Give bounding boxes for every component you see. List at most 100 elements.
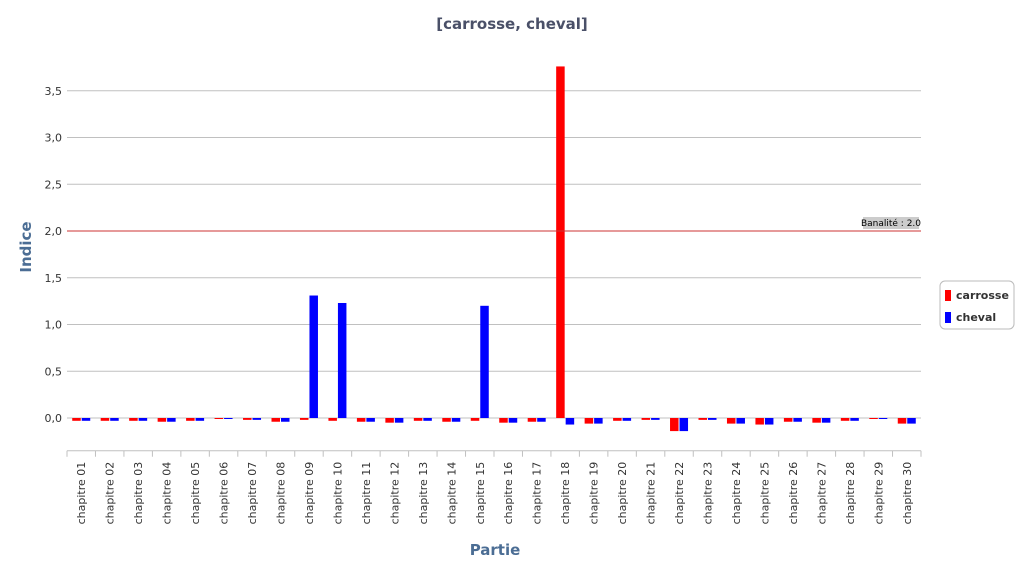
bar-carrosse-27[interactable] — [812, 418, 821, 423]
bar-carrosse-8[interactable] — [271, 418, 281, 422]
y-tick-label: 3,5 — [45, 85, 63, 98]
bar-carrosse-10[interactable] — [328, 418, 337, 421]
bar-carrosse-12[interactable] — [385, 418, 394, 423]
x-axis: chapitre 01 chapitre 02 chapitre 03 chapitr… — [66, 450, 922, 525]
bar-carrosse-19[interactable] — [584, 418, 594, 424]
bar-cheval-7[interactable] — [252, 418, 262, 420]
x-tick-label: chapitre 28 — [844, 462, 857, 525]
y-tick-label: 2,0 — [45, 225, 63, 238]
y-tick-label: 2,5 — [45, 178, 63, 191]
bar-cheval-21[interactable] — [651, 418, 660, 420]
bar-carrosse-24[interactable] — [726, 418, 736, 424]
y-tick-label: 1,0 — [45, 319, 63, 332]
bar-cheval-12[interactable] — [394, 418, 404, 423]
bar-cheval-19[interactable] — [594, 418, 603, 424]
bar-cheval-2[interactable] — [110, 418, 119, 421]
bar-carrosse-15[interactable] — [470, 418, 480, 421]
x-tick-label: chapitre 22 — [673, 462, 686, 525]
bar-cheval-28[interactable] — [850, 418, 859, 421]
bar-carrosse-3[interactable] — [129, 418, 138, 421]
bar-cheval-6[interactable] — [224, 418, 233, 419]
legend-box — [939, 280, 1015, 330]
bar-cheval-10[interactable] — [337, 302, 347, 418]
bar-carrosse-25[interactable] — [755, 418, 764, 425]
bar-cheval-4[interactable] — [167, 418, 176, 422]
bar-cheval-26[interactable] — [793, 418, 802, 422]
bar-carrosse-18[interactable] — [556, 66, 565, 418]
x-tick-label: chapitre 25 — [758, 462, 771, 525]
reference-label-bg — [863, 217, 919, 229]
bar-cheval-9[interactable] — [309, 295, 318, 418]
reference-line-label: Banalité : 2.0 — [861, 218, 921, 229]
bar-carrosse-6[interactable] — [214, 418, 224, 419]
x-tick-label: chapitre 11 — [360, 462, 373, 525]
bar-carrosse-26[interactable] — [783, 418, 793, 422]
x-tick-label: chapitre 23 — [702, 462, 715, 525]
bar-cheval-11[interactable] — [366, 418, 375, 422]
bar-cheval-29[interactable] — [878, 418, 888, 419]
bar-cheval-24[interactable] — [736, 418, 745, 424]
bar-carrosse-22[interactable] — [670, 418, 679, 432]
bar-carrosse-21[interactable] — [641, 418, 651, 420]
x-tick-label: chapitre 02 — [104, 462, 117, 525]
bar-cheval-14[interactable] — [451, 418, 461, 422]
y-tick-label: 0,5 — [45, 365, 63, 378]
bar-cheval-5[interactable] — [195, 418, 205, 421]
bar-cheval-8[interactable] — [281, 418, 290, 422]
y-axis-ticks: 0,0 0,5 1,0 1,5 2,0 2,5 3,0 3,5 — [45, 85, 63, 425]
bar-cheval-3[interactable] — [138, 418, 148, 421]
y-tick-label: 1,5 — [45, 272, 63, 285]
x-tick-label: chapitre 04 — [161, 462, 174, 525]
x-axis-title: Partie — [470, 541, 521, 559]
bar-carrosse-23[interactable] — [698, 418, 708, 420]
bar-carrosse-28[interactable] — [840, 418, 850, 421]
x-tick-label: chapitre 03 — [132, 462, 145, 525]
bar-cheval-20[interactable] — [622, 418, 632, 421]
legend-label-cheval[interactable]: cheval — [956, 311, 996, 324]
bar-cheval-15[interactable] — [480, 305, 489, 418]
x-tick-label: chapitre 15 — [474, 462, 487, 525]
bar-carrosse-1[interactable] — [72, 418, 81, 421]
x-tick-label: chapitre 27 — [815, 462, 828, 525]
x-tick-label: chapitre 19 — [588, 462, 601, 525]
legend-swatch-cheval[interactable] — [945, 312, 951, 323]
x-tick-label: chapitre 18 — [559, 462, 572, 525]
bar-carrosse-14[interactable] — [442, 418, 451, 422]
bar-cheval-13[interactable] — [423, 418, 432, 421]
legend-label-carrosse[interactable]: carrosse — [956, 289, 1009, 302]
bar-carrosse-5[interactable] — [186, 418, 195, 421]
bar-cheval-17[interactable] — [537, 418, 546, 422]
bar-carrosse-30[interactable] — [897, 418, 907, 424]
x-tick-label: chapitre 09 — [303, 462, 316, 525]
bar-cheval-18[interactable] — [565, 418, 575, 425]
x-tick-label: chapitre 01 — [75, 462, 88, 525]
gridlines — [67, 90, 921, 419]
bar-carrosse-16[interactable] — [499, 418, 508, 423]
bar-carrosse-13[interactable] — [413, 418, 423, 421]
bar-carrosse-9[interactable] — [299, 418, 309, 420]
bar-cheval-22[interactable] — [679, 418, 689, 432]
bar-cheval-25[interactable] — [764, 418, 774, 425]
x-tick-label: chapitre 30 — [901, 462, 914, 525]
x-tick-label: chapitre 24 — [730, 462, 743, 525]
bar-carrosse-29[interactable] — [869, 418, 878, 419]
legend-swatch-carrosse[interactable] — [945, 290, 951, 301]
x-tick-label: chapitre 05 — [189, 462, 202, 525]
bar-cheval-1[interactable] — [81, 418, 91, 421]
x-tick-label: chapitre 07 — [246, 462, 259, 525]
bar-carrosse-7[interactable] — [243, 418, 252, 420]
x-tick-label: chapitre 16 — [502, 462, 515, 525]
legend[interactable]: carrosse cheval — [939, 280, 1015, 330]
bar-cheval-30[interactable] — [907, 418, 916, 424]
bar-carrosse-20[interactable] — [613, 418, 622, 421]
bar-carrosse-11[interactable] — [356, 418, 366, 422]
bar-carrosse-4[interactable] — [157, 418, 167, 422]
x-tick-label: chapitre 26 — [787, 462, 800, 525]
x-tick-label: chapitre 06 — [218, 462, 231, 525]
bar-cheval-16[interactable] — [508, 418, 518, 423]
bar-carrosse-2[interactable] — [100, 418, 110, 421]
bar-carrosse-17[interactable] — [527, 418, 537, 422]
x-tick-label: chapitre 17 — [531, 462, 544, 525]
bar-cheval-23[interactable] — [708, 418, 717, 420]
bar-cheval-27[interactable] — [821, 418, 831, 423]
